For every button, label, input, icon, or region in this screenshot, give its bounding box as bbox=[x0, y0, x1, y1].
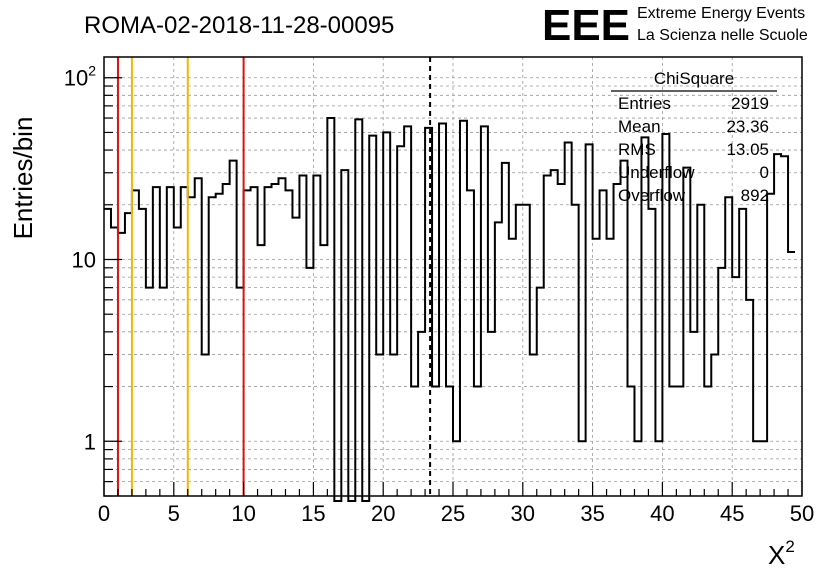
logo-line2: La Scienza nelle Scuole bbox=[637, 27, 808, 44]
stats-row-value: 23.36 bbox=[726, 117, 769, 136]
y-axis-title: Entries/bin bbox=[8, 117, 38, 240]
stats-row-value: 0 bbox=[760, 163, 769, 182]
stats-row-value: 13.05 bbox=[726, 140, 769, 159]
grid-lines bbox=[104, 57, 802, 496]
reference-lines bbox=[116, 57, 432, 496]
x-tick-label: 25 bbox=[441, 501, 465, 526]
y-tick-labels: 1 10 102 bbox=[64, 63, 96, 455]
axis-ticks bbox=[103, 77, 803, 497]
stats-row-label: Entries bbox=[618, 94, 671, 113]
y-tick-label: 1 bbox=[84, 429, 96, 454]
x-tick-labels: 0 5 10 15 20 25 30 35 40 45 50 bbox=[98, 501, 814, 526]
logo-mark: EEE bbox=[542, 1, 630, 50]
stats-row-value: 2919 bbox=[731, 94, 769, 113]
logo-line1: Extreme Energy Events bbox=[637, 5, 805, 22]
stats-row-label: Overflow bbox=[618, 186, 686, 205]
chart-title: ROMA-02-2018-11-28-00095 bbox=[84, 12, 394, 39]
x-tick-label: 35 bbox=[580, 501, 604, 526]
histogram-outline bbox=[104, 117, 796, 502]
x-tick-label: 50 bbox=[790, 501, 814, 526]
eee-logo: EEE Extreme Energy Events La Scienza nel… bbox=[542, 1, 808, 50]
stats-row-label: Mean bbox=[618, 117, 661, 136]
stats-rows: Entries 2919 Mean 23.36 RMS 13.05 Underflow 0 Ov… bbox=[618, 94, 769, 205]
x-tick-label: 5 bbox=[168, 501, 180, 526]
histogram-bars bbox=[104, 117, 796, 502]
x-axis-title: X2 bbox=[768, 537, 795, 570]
x-tick-label: 15 bbox=[301, 501, 325, 526]
y-tick-label: 10 bbox=[72, 247, 96, 272]
x-tick-label: 10 bbox=[231, 501, 255, 526]
stats-row-label: Underflow bbox=[618, 163, 695, 182]
stats-row-label: RMS bbox=[618, 140, 656, 159]
stats-title: ChiSquare bbox=[654, 69, 734, 88]
x-tick-label: 40 bbox=[650, 501, 674, 526]
x-tick-label: 45 bbox=[720, 501, 744, 526]
x-tick-label: 20 bbox=[371, 501, 395, 526]
stats-box: ChiSquare Entries 2919 Mean 23.36 RMS 13.05 Un… bbox=[611, 69, 777, 205]
x-tick-label: 30 bbox=[511, 501, 535, 526]
y-tick-label: 102 bbox=[64, 63, 96, 91]
x-tick-label: 0 bbox=[98, 501, 110, 526]
stats-row-value: 892 bbox=[741, 186, 769, 205]
